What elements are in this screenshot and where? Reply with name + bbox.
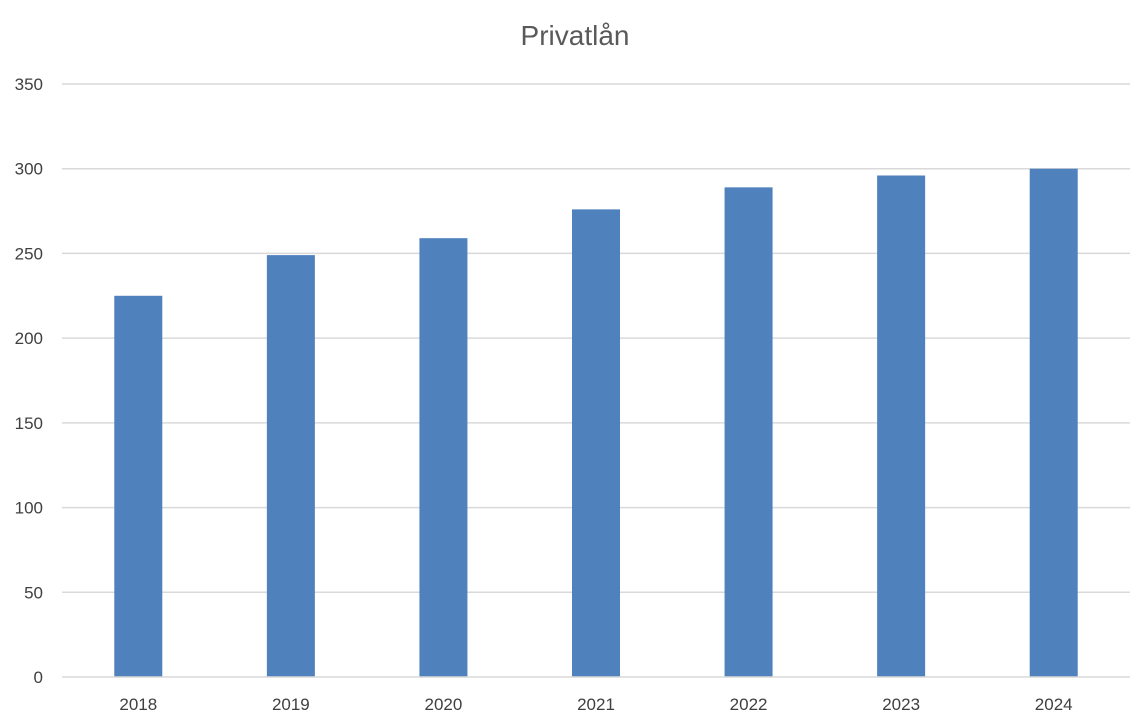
x-tick-label: 2023 xyxy=(882,695,920,714)
bar-2019 xyxy=(266,255,315,677)
y-tick-label: 100 xyxy=(15,499,43,518)
x-tick-label: 2020 xyxy=(425,695,463,714)
bars xyxy=(114,168,1078,677)
bar-2021 xyxy=(572,209,620,677)
x-tick-label: 2022 xyxy=(730,695,768,714)
bar-2018 xyxy=(114,295,163,677)
bar-2022 xyxy=(724,187,773,677)
y-tick-label: 250 xyxy=(15,244,43,263)
y-tick-label: 300 xyxy=(15,160,43,179)
bar-2024 xyxy=(1029,168,1078,677)
x-axis-tick-labels: 2018 2019 2020 2021 2022 2023 2024 xyxy=(119,695,1072,714)
x-tick-label: 2024 xyxy=(1035,695,1073,714)
x-tick-label: 2021 xyxy=(577,695,615,714)
y-tick-label: 150 xyxy=(15,414,43,433)
y-tick-label: 350 xyxy=(15,75,43,94)
bar-2023 xyxy=(877,175,926,677)
y-axis-tick-labels: 0 50 100 150 200 250 300 350 xyxy=(15,75,43,687)
y-tick-label: 200 xyxy=(15,329,43,348)
bar-2020 xyxy=(419,238,468,677)
y-tick-label: 0 xyxy=(34,668,43,687)
y-tick-label: 50 xyxy=(24,583,43,602)
x-tick-label: 2018 xyxy=(119,695,157,714)
x-tick-label: 2019 xyxy=(272,695,310,714)
chart-title: Privatlån xyxy=(521,20,630,51)
